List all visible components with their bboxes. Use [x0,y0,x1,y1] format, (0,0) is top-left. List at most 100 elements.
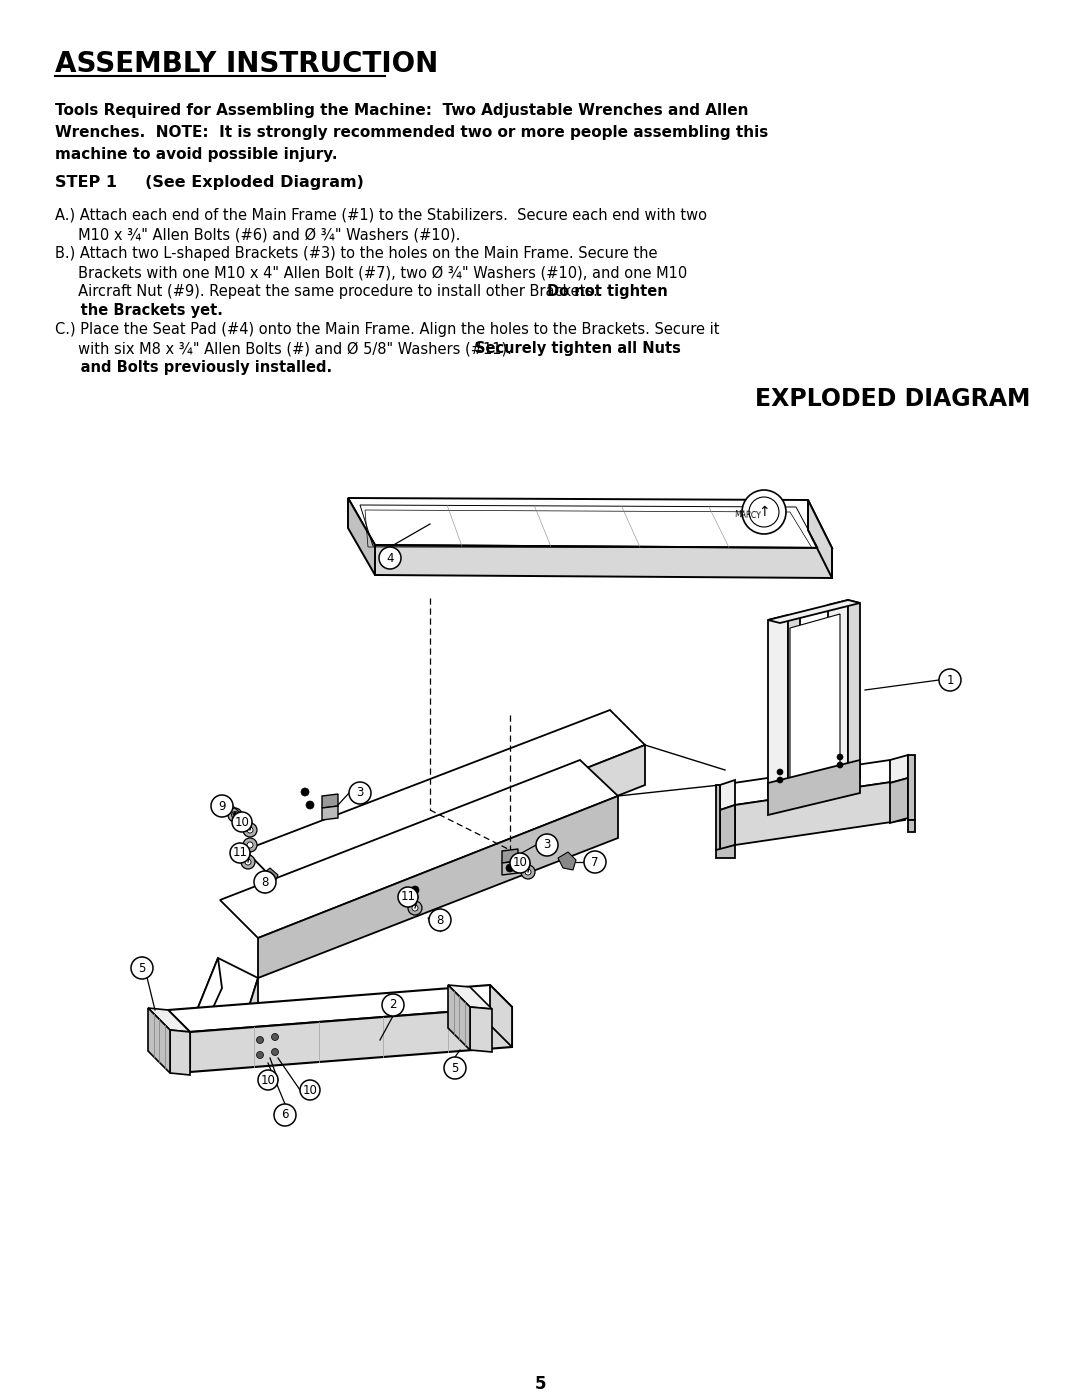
Polygon shape [828,599,848,780]
Polygon shape [502,849,518,863]
Text: Securely tighten all Nuts: Securely tighten all Nuts [475,341,680,356]
Circle shape [241,855,255,869]
Circle shape [274,1104,296,1126]
Text: 11: 11 [401,890,416,904]
Polygon shape [448,985,470,1051]
Text: 6: 6 [281,1108,288,1122]
Polygon shape [168,985,512,1032]
Text: 10: 10 [302,1084,318,1097]
Circle shape [837,761,843,768]
Polygon shape [558,852,576,870]
Circle shape [399,887,418,907]
Circle shape [271,1034,279,1041]
Text: Wrenches.  NOTE:  It is strongly recommended two or more people assembling this: Wrenches. NOTE: It is strongly recommend… [55,124,768,140]
Polygon shape [258,796,618,978]
Text: 4: 4 [387,552,394,564]
Circle shape [411,886,419,894]
Polygon shape [848,599,860,780]
Polygon shape [240,978,258,1060]
Polygon shape [720,780,735,810]
Polygon shape [348,497,832,548]
Text: M10 x ¾" Allen Bolts (#6) and Ø ¾" Washers (#10).: M10 x ¾" Allen Bolts (#6) and Ø ¾" Washe… [55,226,460,242]
Polygon shape [808,500,832,578]
Polygon shape [375,545,832,578]
Circle shape [521,865,535,879]
Circle shape [300,1080,320,1099]
Circle shape [245,859,251,865]
Polygon shape [448,985,492,1009]
Polygon shape [195,958,258,1035]
Text: EXPLODED DIAGRAM: EXPLODED DIAGRAM [755,387,1030,411]
Text: STEP 1     (See Exploded Diagram): STEP 1 (See Exploded Diagram) [55,175,364,190]
Text: 1: 1 [946,673,954,686]
Polygon shape [735,780,905,845]
Circle shape [257,1052,264,1059]
Polygon shape [148,1009,170,1073]
Circle shape [258,1070,278,1090]
Polygon shape [168,1010,190,1071]
Circle shape [231,812,239,819]
Polygon shape [788,615,800,793]
Polygon shape [716,785,720,849]
Circle shape [257,1037,264,1044]
Circle shape [536,834,558,856]
Circle shape [271,1049,279,1056]
Polygon shape [195,958,222,1045]
Text: 10: 10 [234,816,249,828]
Text: the Brackets yet.: the Brackets yet. [55,303,222,319]
Text: 5: 5 [535,1375,545,1393]
Polygon shape [322,806,338,820]
Circle shape [301,788,309,796]
Text: 3: 3 [543,838,551,852]
Polygon shape [789,615,840,798]
Circle shape [233,813,237,816]
Polygon shape [502,861,518,875]
Text: 10: 10 [513,856,527,869]
Circle shape [777,777,783,782]
Polygon shape [768,599,860,623]
Polygon shape [190,1007,512,1071]
Text: 11: 11 [232,847,247,859]
Circle shape [510,854,530,873]
Circle shape [228,807,242,821]
Text: 5: 5 [451,1062,459,1074]
Polygon shape [282,745,645,928]
Polygon shape [148,1009,190,1032]
Circle shape [444,1058,465,1078]
Circle shape [211,795,233,817]
Text: 3: 3 [356,787,364,799]
Circle shape [939,669,961,692]
Circle shape [777,768,783,775]
Polygon shape [890,778,908,823]
Circle shape [254,870,276,893]
Text: ASSEMBLY INSTRUCTION: ASSEMBLY INSTRUCTION [55,50,438,78]
Text: 9: 9 [218,799,226,813]
Polygon shape [428,914,445,928]
Polygon shape [716,845,735,858]
Circle shape [507,863,514,872]
Circle shape [742,490,786,534]
Polygon shape [170,1030,190,1076]
Polygon shape [470,1007,492,1052]
Text: B.) Attach two L-shaped Brackets (#3) to the holes on the Main Frame. Secure the: B.) Attach two L-shaped Brackets (#3) to… [55,246,658,261]
Polygon shape [720,805,735,849]
Text: and Bolts previously installed.: and Bolts previously installed. [55,360,333,374]
Polygon shape [768,615,788,795]
Polygon shape [908,754,915,820]
Text: 5: 5 [138,961,146,975]
Circle shape [379,548,401,569]
Text: MARCY: MARCY [734,510,761,520]
Polygon shape [908,820,915,833]
Text: C.) Place the Seat Pad (#4) onto the Main Frame. Align the holes to the Brackets: C.) Place the Seat Pad (#4) onto the Mai… [55,321,719,337]
Polygon shape [490,985,512,1046]
Text: 8: 8 [436,914,444,926]
Circle shape [247,842,253,848]
Polygon shape [720,760,905,805]
Circle shape [243,823,257,837]
Text: 10: 10 [260,1073,275,1087]
Text: with six M8 x ¾" Allen Bolts (#) and Ø 5/8" Washers (#11).: with six M8 x ¾" Allen Bolts (#) and Ø 5… [55,341,516,356]
Text: 8: 8 [261,876,269,888]
Text: ↑: ↑ [758,504,770,520]
Circle shape [349,782,372,805]
Text: 7: 7 [591,855,598,869]
